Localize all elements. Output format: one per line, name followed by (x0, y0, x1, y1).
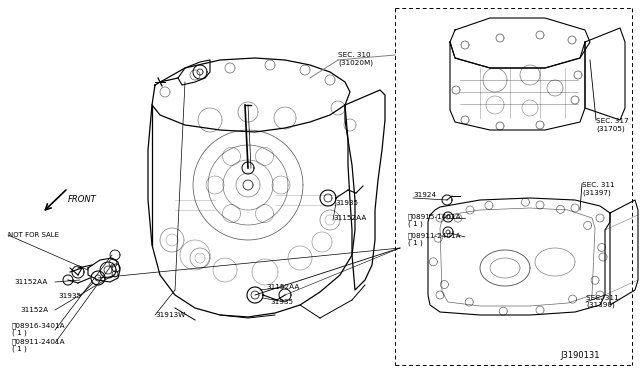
Text: SEC. 317
(31705): SEC. 317 (31705) (596, 118, 628, 131)
Text: FRONT: FRONT (68, 196, 97, 205)
Text: 31935: 31935 (335, 200, 358, 206)
Text: NOT FOR SALE: NOT FOR SALE (8, 232, 59, 238)
Text: 31152AA: 31152AA (14, 279, 47, 285)
Text: ⓝ08911-2401A
( 1 ): ⓝ08911-2401A ( 1 ) (12, 338, 66, 352)
Text: 31152A: 31152A (20, 307, 48, 313)
Text: SEC. 310
(31020M): SEC. 310 (31020M) (338, 52, 373, 65)
Text: 31935: 31935 (58, 293, 81, 299)
Text: ⓜ08915-1401A
( 1 ): ⓜ08915-1401A ( 1 ) (408, 213, 461, 227)
Text: SEC. 311
(31390): SEC. 311 (31390) (586, 295, 619, 308)
Text: 31152AA: 31152AA (333, 215, 366, 221)
Text: 31152AA: 31152AA (266, 284, 300, 290)
Text: SEC. 311
(31397): SEC. 311 (31397) (582, 182, 614, 196)
Text: ⓜ08916-3401A
( 1 ): ⓜ08916-3401A ( 1 ) (12, 322, 66, 336)
Text: 31924: 31924 (413, 192, 436, 198)
Text: 31913W: 31913W (155, 312, 185, 318)
Text: ⓝ08911-2401A
( 1 ): ⓝ08911-2401A ( 1 ) (408, 232, 461, 246)
Text: 31935: 31935 (270, 299, 293, 305)
Text: J3190131: J3190131 (560, 352, 600, 360)
